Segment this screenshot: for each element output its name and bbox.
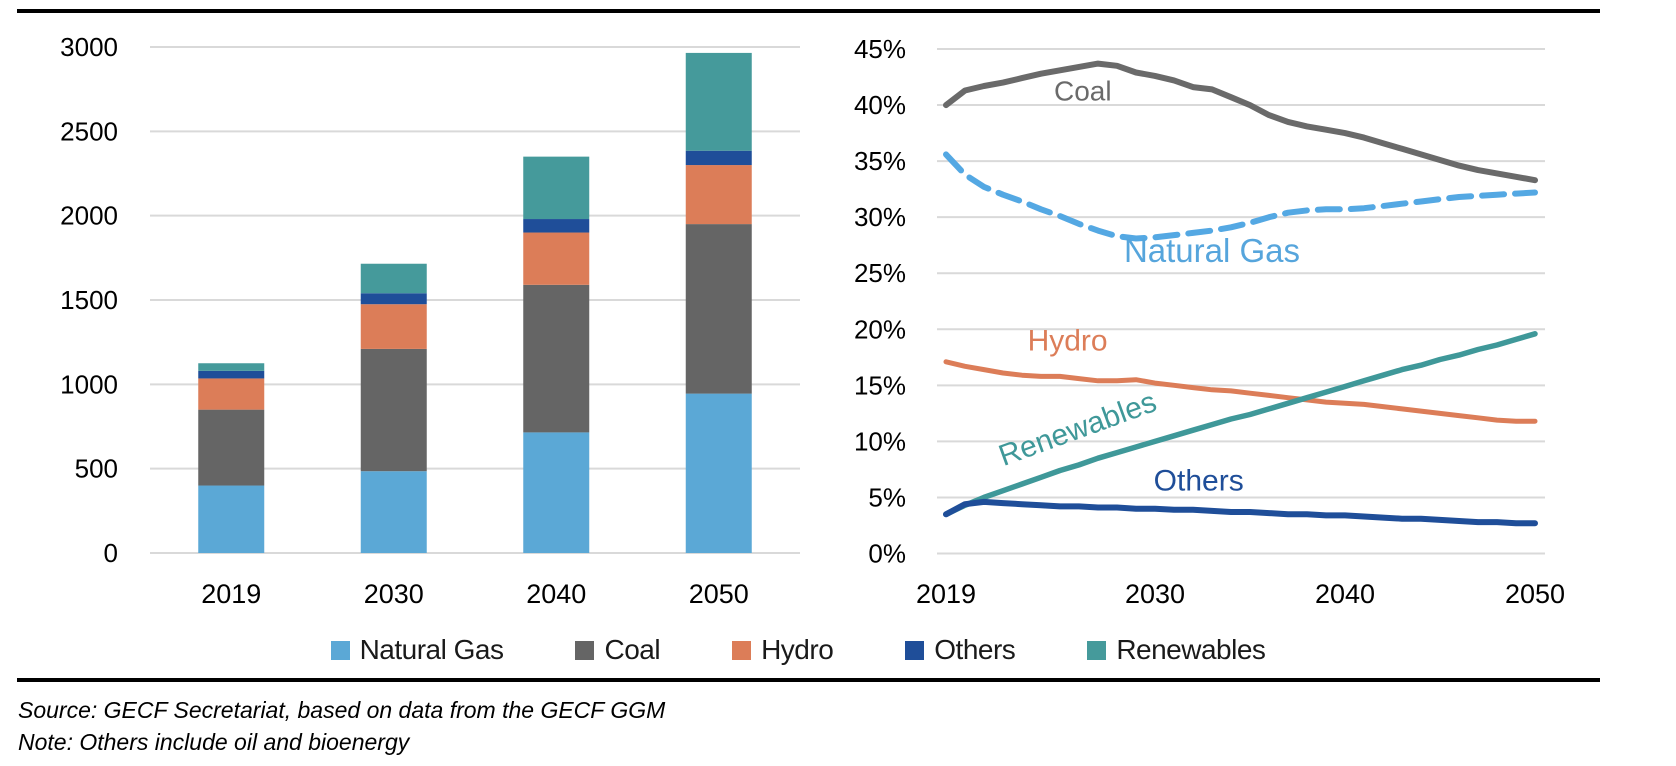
- y-axis-tick-label: 35%: [854, 146, 906, 176]
- bar-segment: [523, 156, 590, 220]
- bar-segment: [523, 284, 590, 433]
- footer-notes: Source: GECF Secretariat, based on data …: [18, 694, 665, 758]
- line-series-hydro: [943, 359, 1538, 424]
- y-axis-tick-label: 5%: [868, 482, 906, 512]
- footer-divider-rule: [17, 678, 1600, 682]
- x-axis-tick-label: 2050: [1505, 579, 1565, 609]
- x-axis-tick-label: 2040: [1315, 579, 1375, 609]
- y-axis-tick-label: 1500: [60, 285, 118, 315]
- series-label-coal: Coal: [1054, 76, 1112, 107]
- legend-label: Others: [934, 634, 1016, 665]
- line-series-coal: [943, 60, 1538, 184]
- legend-label: Natural Gas: [359, 634, 504, 665]
- top-rule: [17, 9, 1600, 13]
- y-axis-tick-label: 15%: [854, 370, 906, 400]
- bar-segment: [360, 348, 427, 472]
- bar-segment: [685, 52, 752, 151]
- bar-segment: [685, 150, 752, 166]
- y-axis-tick-label: 3000: [60, 32, 118, 62]
- others-swatch-icon: [905, 640, 925, 660]
- legend-item-others: Others: [905, 634, 1016, 666]
- y-axis-tick-label: 30%: [854, 202, 906, 232]
- x-axis-tick-label: 2019: [916, 579, 976, 609]
- y-axis-tick-label: 20%: [854, 314, 906, 344]
- bar-segment: [198, 378, 265, 410]
- bar-segment: [523, 432, 590, 553]
- y-axis-tick-label: 40%: [854, 90, 906, 120]
- line-series-others: [943, 498, 1538, 527]
- bar-segment: [198, 370, 265, 379]
- y-axis-tick-label: 1000: [60, 369, 118, 399]
- chart-legend: Natural Gas Coal Hydro Others Renewables: [0, 634, 1596, 666]
- x-axis-tick-label: 2030: [1125, 579, 1185, 609]
- bar-segment: [685, 165, 752, 225]
- note-text: Note: Others include oil and bioenergy: [18, 729, 410, 755]
- legend-label: Hydro: [761, 634, 834, 665]
- x-axis-tick-label: 2030: [364, 579, 424, 609]
- charts-canvas: 0 500 1000 1500 2000 2500 3000 2019 2030 2040 2050…: [60, 32, 1565, 609]
- bar-segment: [360, 471, 427, 553]
- natural-gas-swatch-icon: [330, 640, 350, 660]
- hydro-swatch-icon: [732, 640, 752, 660]
- bar-segment: [685, 393, 752, 553]
- bar-segment: [360, 263, 427, 294]
- line-series-renewables: [943, 331, 1538, 518]
- legend-item-hydro: Hydro: [732, 634, 834, 666]
- series-label-renewables: Renewables: [994, 385, 1160, 472]
- y-axis-tick-label: 2500: [60, 116, 118, 146]
- bar-segment: [360, 293, 427, 305]
- coal-swatch-icon: [575, 640, 595, 660]
- legend-item-coal: Coal: [575, 634, 661, 666]
- y-axis-tick-label: 0: [104, 538, 118, 568]
- y-axis-tick-label: 500: [75, 454, 118, 484]
- line-series-natural-gas: [943, 151, 1538, 242]
- bar-segment: [685, 224, 752, 394]
- renewables-swatch-icon: [1087, 640, 1107, 660]
- bar-segment: [360, 304, 427, 349]
- series-label-natural-gas: Natural Gas: [1124, 232, 1300, 269]
- bar-segment: [198, 363, 265, 371]
- legend-label: Renewables: [1116, 634, 1266, 665]
- source-text: Source: GECF Secretariat, based on data …: [18, 697, 666, 723]
- legend-label: Coal: [604, 634, 661, 665]
- y-axis-tick-label: 2000: [60, 201, 118, 231]
- bar-segment: [198, 485, 265, 553]
- series-label-others: Others: [1154, 465, 1244, 498]
- y-axis-tick-label: 10%: [854, 426, 906, 456]
- y-axis-tick-label: 25%: [854, 258, 906, 288]
- series-label-hydro: Hydro: [1028, 325, 1108, 358]
- legend-item-natural-gas: Natural Gas: [330, 634, 504, 666]
- bar-segment: [523, 232, 590, 285]
- y-axis-tick-label: 0%: [868, 539, 906, 569]
- bar-segment: [198, 409, 265, 486]
- x-axis-tick-label: 2050: [689, 579, 749, 609]
- bar-segment: [523, 219, 590, 233]
- x-axis-tick-label: 2019: [201, 579, 261, 609]
- y-axis-tick-label: 45%: [854, 34, 906, 64]
- legend-item-renewables: Renewables: [1087, 634, 1266, 666]
- x-axis-tick-label: 2040: [526, 579, 586, 609]
